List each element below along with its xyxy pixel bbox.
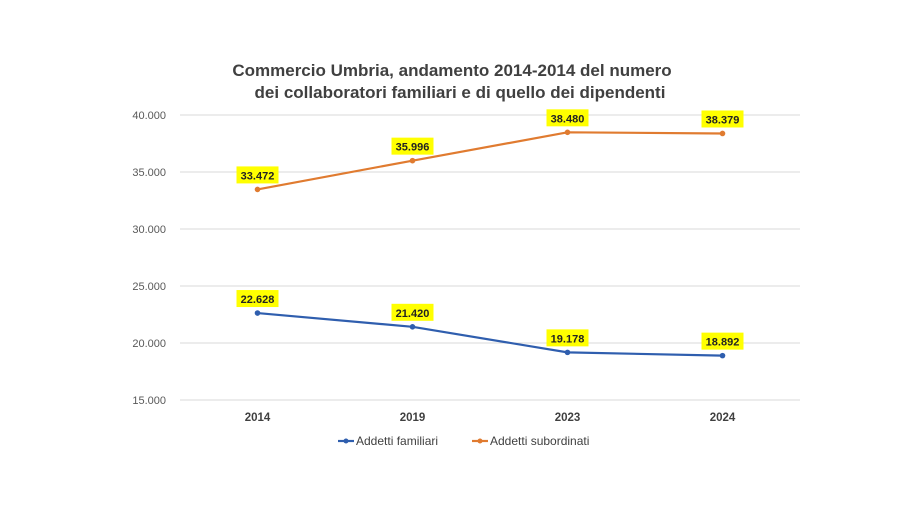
data-point <box>254 310 261 316</box>
legend-marker <box>343 438 349 444</box>
data-point <box>564 349 571 356</box>
x-tick-label: 2014 <box>245 412 271 424</box>
x-tick-label: 2019 <box>400 412 426 424</box>
data-label-bg <box>546 329 589 347</box>
data-label-bg <box>701 332 744 350</box>
legend-label: Addetti familiari <box>356 434 438 448</box>
data-point <box>564 129 571 136</box>
legend-marker <box>477 438 483 444</box>
y-tick-label: 15.000 <box>132 395 166 407</box>
data-point <box>409 324 416 330</box>
data-label-bg <box>391 137 434 155</box>
data-label-bg <box>236 166 279 184</box>
data-label: 22.628 <box>241 294 275 306</box>
x-tick-label: 2024 <box>710 412 736 424</box>
y-tick-label: 25.000 <box>132 281 166 293</box>
data-label: 18.892 <box>706 337 740 349</box>
chart-title-line-2: dei collaboratori familiari e di quello … <box>255 83 666 102</box>
data-label: 38.379 <box>706 114 740 126</box>
data-point <box>254 186 261 193</box>
data-label: 19.178 <box>551 333 585 345</box>
chart-title-line-1: Commercio Umbria, andamento 2014-2014 de… <box>232 61 671 80</box>
data-label-bg <box>391 303 434 321</box>
legend-label: Addetti subordinati <box>490 434 589 448</box>
data-point <box>719 352 726 359</box>
data-label: 38.480 <box>551 113 585 125</box>
data-label: 21.420 <box>396 308 430 320</box>
x-tick-label: 2023 <box>555 412 581 424</box>
data-label-bg <box>701 110 744 128</box>
y-tick-label: 35.000 <box>132 167 166 179</box>
data-point <box>719 130 726 137</box>
data-label-bg <box>236 290 279 308</box>
y-tick-label: 30.000 <box>132 224 166 236</box>
y-tick-label: 40.000 <box>132 110 166 122</box>
data-label: 33.472 <box>241 170 275 182</box>
data-point <box>409 157 416 164</box>
series-line-1 <box>257 131 723 191</box>
series-line-0 <box>257 311 723 357</box>
data-label: 35.996 <box>396 142 430 154</box>
y-tick-label: 20.000 <box>132 338 166 350</box>
data-label-bg <box>546 109 589 127</box>
